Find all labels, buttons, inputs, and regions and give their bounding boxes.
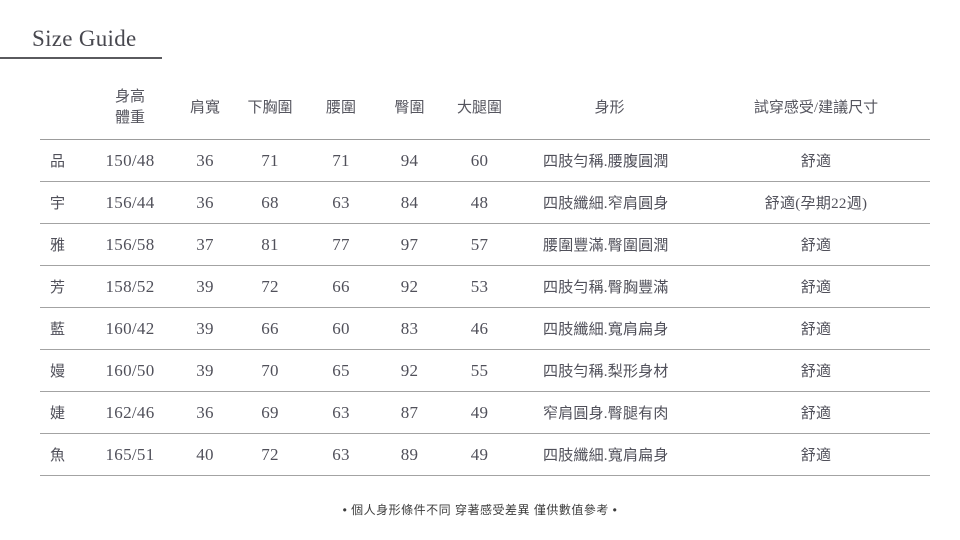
cell-shoulder: 37 (196, 234, 214, 254)
cell-member-name: 雅 (50, 238, 66, 254)
column-header-under-bust: 下胸圍 (247, 99, 293, 116)
cell-member-name: 品 (50, 154, 66, 170)
header-weight-line: 體重 (114, 110, 145, 126)
cell-height-weight: 165/51 (105, 444, 155, 464)
cell-hip: 83 (400, 318, 419, 338)
cell-body-shape: 窄肩圓身.臀腿有肉 (543, 406, 669, 422)
cell-member-name: 魚 (50, 448, 66, 464)
cell-thigh: 57 (470, 234, 489, 254)
table-row: 嫚 160/50 39 70 65 92 55 四肢勻稱.梨形身材 舒適 (40, 350, 930, 392)
cell-height-weight: 162/46 (105, 402, 155, 422)
cell-body-shape: 四肢勻稱.臀胸豐滿 (543, 280, 669, 296)
cell-under-bust: 69 (261, 402, 279, 422)
cell-under-bust: 71 (261, 150, 279, 170)
table-row: 婕 162/46 36 69 63 87 49 窄肩圓身.臀腿有肉 舒適 (40, 392, 930, 434)
cell-under-bust: 70 (261, 360, 279, 380)
column-header-hip: 臀圍 (394, 99, 425, 116)
cell-thigh: 49 (470, 402, 489, 422)
table-row: 宇 156/44 36 68 63 84 48 四肢纖細.窄肩圓身 舒適(孕期2… (40, 182, 930, 224)
cell-fit: 舒適 (800, 406, 832, 422)
cell-fit: 舒適 (800, 364, 832, 380)
cell-waist: 63 (332, 444, 350, 464)
cell-height-weight: 156/58 (105, 234, 155, 254)
cell-body-shape: 四肢勻稱.梨形身材 (543, 364, 669, 380)
cell-fit: 舒適 (800, 238, 832, 254)
cell-fit: 舒適 (800, 448, 832, 464)
table-row: 雅 156/58 37 81 77 97 57 腰圍豐滿.臀圍圓潤 舒適 (40, 224, 930, 266)
cell-shoulder: 39 (196, 360, 214, 380)
cell-hip: 84 (400, 192, 419, 212)
cell-body-shape: 四肢纖細.窄肩圓身 (543, 196, 669, 212)
size-guide-table: 身高 體重 肩寬 下胸圍 腰圍 臀圍 大腿圍 身形 試穿感受/建議尺寸 品 15… (40, 71, 930, 476)
title-underline: Size Guide (0, 0, 162, 59)
cell-thigh: 48 (470, 192, 489, 212)
cell-height-weight: 150/48 (105, 150, 155, 170)
cell-body-shape: 四肢纖細.寬肩扁身 (543, 322, 669, 338)
cell-member-name: 藍 (50, 322, 66, 338)
page-title: Size Guide (32, 26, 137, 51)
cell-member-name: 婕 (50, 406, 66, 422)
cell-thigh: 46 (470, 318, 489, 338)
cell-shoulder: 36 (196, 402, 214, 422)
cell-waist: 63 (332, 402, 350, 422)
cell-fit: 舒適 (800, 322, 832, 338)
table-row: 藍 160/42 39 66 60 83 46 四肢纖細.寬肩扁身 舒適 (40, 308, 930, 350)
cell-shoulder: 36 (196, 150, 214, 170)
header-height-line: 身高 (114, 89, 145, 105)
cell-member-name: 芳 (50, 280, 66, 296)
cell-height-weight: 158/52 (105, 276, 155, 296)
cell-hip: 89 (400, 444, 419, 464)
cell-shoulder: 36 (196, 192, 214, 212)
column-header-height-weight: 身高 體重 (85, 71, 175, 140)
cell-thigh: 49 (470, 444, 489, 464)
cell-hip: 97 (400, 234, 419, 254)
cell-waist: 60 (332, 318, 350, 338)
cell-body-shape: 四肢纖細.寬肩扁身 (543, 448, 669, 464)
cell-height-weight: 156/44 (105, 192, 155, 212)
cell-height-weight: 160/42 (105, 318, 155, 338)
table-row: 魚 165/51 40 72 63 89 49 四肢纖細.寬肩扁身 舒適 (40, 434, 930, 476)
cell-fit: 舒適(孕期22週) (764, 196, 868, 212)
cell-body-shape: 四肢勻稱.腰腹圓潤 (543, 154, 669, 170)
cell-fit: 舒適 (800, 154, 832, 170)
column-header-waist: 腰圍 (325, 99, 356, 116)
cell-under-bust: 68 (261, 192, 279, 212)
header-row: 身高 體重 肩寬 下胸圍 腰圍 臀圍 大腿圍 身形 試穿感受/建議尺寸 (40, 71, 930, 140)
cell-waist: 65 (332, 360, 350, 380)
cell-shoulder: 39 (196, 318, 214, 338)
cell-hip: 94 (400, 150, 419, 170)
cell-member-name: 嫚 (50, 364, 66, 380)
cell-fit: 舒適 (800, 280, 832, 296)
cell-thigh: 53 (470, 276, 489, 296)
table-body: 品 150/48 36 71 71 94 60 四肢勻稱.腰腹圓潤 舒適 宇 1… (40, 140, 930, 476)
cell-under-bust: 66 (261, 318, 279, 338)
table-row: 品 150/48 36 71 71 94 60 四肢勻稱.腰腹圓潤 舒適 (40, 140, 930, 182)
cell-hip: 87 (400, 402, 419, 422)
cell-waist: 71 (332, 150, 350, 170)
cell-thigh: 60 (470, 150, 489, 170)
table-row: 芳 158/52 39 72 66 92 53 四肢勻稱.臀胸豐滿 舒適 (40, 266, 930, 308)
cell-waist: 77 (332, 234, 350, 254)
cell-body-shape: 腰圍豐滿.臀圍圓潤 (543, 238, 669, 254)
column-header-fit: 試穿感受/建議尺寸 (753, 99, 879, 116)
column-header-name (40, 71, 85, 140)
column-header-shoulder: 肩寬 (189, 99, 220, 116)
cell-shoulder: 40 (196, 444, 214, 464)
cell-waist: 63 (332, 192, 350, 212)
cell-hip: 92 (400, 276, 419, 296)
column-header-body-shape: 身形 (594, 99, 625, 116)
cell-under-bust: 72 (261, 276, 279, 296)
cell-waist: 66 (332, 276, 350, 296)
cell-thigh: 55 (470, 360, 489, 380)
cell-member-name: 宇 (50, 196, 66, 212)
cell-under-bust: 81 (261, 234, 279, 254)
cell-hip: 92 (400, 360, 419, 380)
cell-under-bust: 72 (261, 444, 279, 464)
footer-note: • 個人身形條件不同 穿著感受差異 僅供數值參考 • (342, 503, 618, 517)
cell-height-weight: 160/50 (105, 360, 155, 380)
column-header-thigh: 大腿圍 (456, 99, 502, 116)
cell-shoulder: 39 (196, 276, 214, 296)
